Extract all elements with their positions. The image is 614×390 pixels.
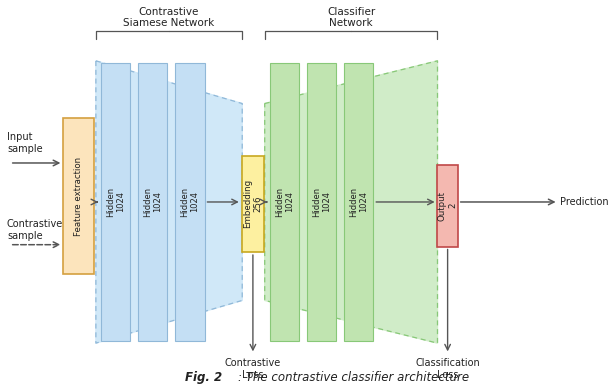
Text: Hidden
1024: Hidden 1024 [349,187,368,217]
Text: : The contrastive classifier architecture: : The contrastive classifier architectur… [238,371,468,384]
Text: Contrastive
Siamese Network: Contrastive Siamese Network [123,7,215,28]
Text: Output
2: Output 2 [438,191,457,221]
Polygon shape [265,61,438,343]
Text: Hidden
1024: Hidden 1024 [106,187,125,217]
Bar [242,156,264,252]
Bar [63,119,94,275]
Bar [307,63,336,341]
Text: Embedding
256: Embedding 256 [243,179,263,229]
Bar [101,63,130,341]
Text: Input
sample: Input sample [7,132,42,154]
Text: Contrastive
Loss: Contrastive Loss [225,358,281,379]
Text: Classifier
Network: Classifier Network [327,7,375,28]
Text: Feature extraction: Feature extraction [74,157,84,236]
Polygon shape [96,61,242,343]
Text: Hidden
1024: Hidden 1024 [180,187,200,217]
Bar [344,63,373,341]
Text: Hidden
1024: Hidden 1024 [312,187,332,217]
Text: Classification
Loss: Classification Loss [415,358,480,379]
Bar [270,63,299,341]
Text: Hidden
1024: Hidden 1024 [143,187,163,217]
Bar [438,165,458,246]
Text: Hidden
1024: Hidden 1024 [274,187,294,217]
Bar [175,63,204,341]
Text: Fig. 2: Fig. 2 [185,371,222,384]
Text: Contrastive
sample: Contrastive sample [7,220,63,241]
Bar [138,63,168,341]
Text: Prediction: Prediction [560,197,609,207]
